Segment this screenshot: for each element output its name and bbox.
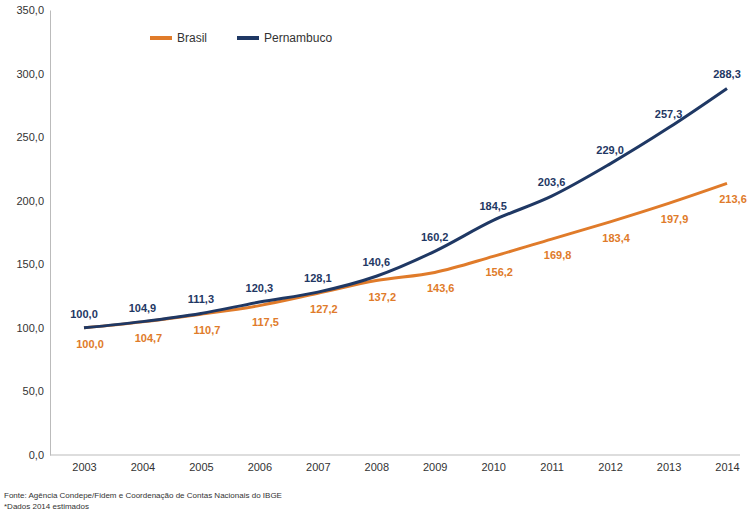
- legend-item: Pernambuco: [237, 31, 332, 45]
- y-tick: 50,0: [23, 385, 50, 397]
- data-label: 257,3: [655, 108, 683, 120]
- data-labels: 100,0 104,7 110,7 117,5 127,2 137,2 143,6 156,2…: [70, 68, 747, 349]
- data-label: 160,2: [421, 231, 449, 243]
- data-label: 104,9: [129, 302, 157, 314]
- data-label: 184,5: [479, 200, 507, 212]
- data-label: 229,0: [596, 144, 624, 156]
- series-line: [84, 88, 727, 327]
- legend-label: Pernambuco: [264, 31, 332, 45]
- y-tick-label: 100,0: [16, 322, 44, 334]
- y-tick-label: 50,0: [23, 385, 44, 397]
- x-tick-label: 2011: [540, 461, 564, 473]
- y-tick: 0,0: [29, 449, 50, 461]
- y-tick-label: 200,0: [16, 195, 44, 207]
- x-tick-label: 2010: [481, 461, 505, 473]
- lines: [84, 88, 727, 327]
- y-tick-label: 150,0: [16, 258, 44, 270]
- data-label: 110,7: [193, 324, 220, 336]
- x-tick: 2005: [189, 455, 213, 473]
- chart: 0,0 50,0 100,0 150,0 200,0 250,0 300,0 350,0 200…: [0, 0, 755, 522]
- x-tick: 2014: [715, 455, 739, 473]
- x-tick: 2006: [248, 455, 272, 473]
- data-label: 120,3: [246, 282, 274, 294]
- legend-item: Brasil: [150, 31, 207, 45]
- x-tick: 2008: [365, 455, 389, 473]
- data-label: 288,3: [713, 68, 741, 80]
- x-axis: 2003 2004 2005 2006 2007 2008 2009 2010 2011 2012…: [50, 455, 740, 473]
- data-label: 104,7: [135, 332, 163, 344]
- data-label: 169,8: [544, 249, 572, 261]
- data-label: 203,6: [538, 176, 566, 188]
- data-label: 156,2: [485, 266, 513, 278]
- x-tick-label: 2004: [131, 461, 155, 473]
- data-label: 213,6: [719, 193, 747, 205]
- y-tick-label: 350,0: [16, 4, 44, 16]
- x-tick-label: 2013: [657, 461, 681, 473]
- y-tick: 250,0: [16, 131, 50, 143]
- y-tick-label: 250,0: [16, 131, 44, 143]
- data-label: 100,0: [76, 338, 104, 350]
- data-label: 127,2: [310, 303, 338, 315]
- data-label: 143,6: [427, 282, 455, 294]
- x-tick-label: 2005: [189, 461, 213, 473]
- x-tick-label: 2006: [248, 461, 272, 473]
- y-tick: 350,0: [16, 4, 50, 16]
- x-tick: 2003: [72, 455, 96, 473]
- legend-swatch: [237, 36, 259, 40]
- x-tick: 2012: [598, 455, 622, 473]
- x-tick: 2013: [657, 455, 681, 473]
- x-tick-label: 2012: [598, 461, 622, 473]
- series-line: [84, 183, 727, 327]
- y-tick-label: 300,0: [16, 68, 44, 80]
- x-tick: 2010: [481, 455, 505, 473]
- x-tick: 2011: [540, 455, 564, 473]
- x-tick-label: 2008: [365, 461, 389, 473]
- legend-swatch: [150, 36, 172, 40]
- y-axis: 0,0 50,0 100,0 150,0 200,0 250,0 300,0 350,0: [16, 4, 50, 461]
- data-label: 140,6: [363, 256, 391, 268]
- x-tick-label: 2009: [423, 461, 447, 473]
- note: Fonte: Agência Condepe/Fidem e Coordenaç…: [4, 491, 282, 500]
- y-axis-line: [50, 11, 51, 456]
- data-label: 111,3: [188, 293, 214, 305]
- data-label: 100,0: [70, 308, 98, 320]
- y-tick: 200,0: [16, 195, 50, 207]
- x-tick: 2007: [306, 455, 330, 473]
- y-tick: 300,0: [16, 68, 50, 80]
- data-label: 183,4: [602, 232, 630, 244]
- legend: Brasil Pernambuco: [150, 31, 332, 45]
- data-label: 197,9: [661, 213, 689, 225]
- x-tick: 2004: [131, 455, 155, 473]
- notes: Fonte: Agência Condepe/Fidem e Coordenaç…: [4, 491, 282, 511]
- x-tick-label: 2007: [306, 461, 330, 473]
- data-label: 137,2: [369, 291, 397, 303]
- y-tick: 100,0: [16, 322, 50, 334]
- y-tick-label: 0,0: [29, 449, 44, 461]
- x-tick-label: 2014: [715, 461, 739, 473]
- note: *Dados 2014 estimados: [4, 502, 89, 511]
- data-label: 117,5: [252, 316, 279, 328]
- x-axis-line: [50, 455, 740, 456]
- data-label: 128,1: [304, 272, 332, 284]
- x-tick: 2009: [423, 455, 447, 473]
- x-tick-label: 2003: [72, 461, 96, 473]
- y-tick: 150,0: [16, 258, 50, 270]
- legend-label: Brasil: [177, 31, 207, 45]
